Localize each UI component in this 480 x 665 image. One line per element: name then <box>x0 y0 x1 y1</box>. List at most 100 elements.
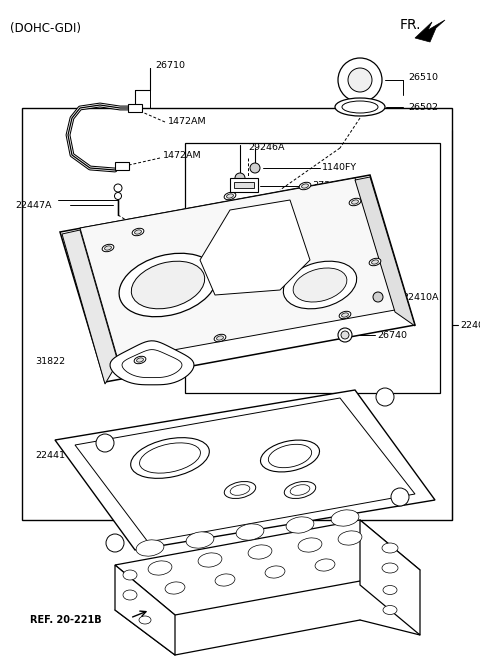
Ellipse shape <box>293 268 347 302</box>
Bar <box>115 162 129 170</box>
Circle shape <box>106 534 124 552</box>
Ellipse shape <box>338 531 362 545</box>
Ellipse shape <box>301 184 309 188</box>
Ellipse shape <box>215 574 235 586</box>
Polygon shape <box>75 398 415 542</box>
Ellipse shape <box>148 561 172 575</box>
Ellipse shape <box>227 194 233 198</box>
Ellipse shape <box>214 334 226 342</box>
Ellipse shape <box>236 524 264 540</box>
Circle shape <box>341 331 349 339</box>
Circle shape <box>348 68 372 92</box>
Text: 22441: 22441 <box>35 450 65 460</box>
Circle shape <box>391 488 409 506</box>
Text: 26510: 26510 <box>408 74 438 82</box>
Polygon shape <box>360 520 420 635</box>
Polygon shape <box>115 565 175 655</box>
Text: 26502: 26502 <box>408 102 438 112</box>
Ellipse shape <box>331 510 359 526</box>
Text: 31822: 31822 <box>35 358 65 366</box>
Polygon shape <box>355 177 415 326</box>
Ellipse shape <box>382 563 398 573</box>
Ellipse shape <box>261 440 320 472</box>
Ellipse shape <box>136 540 164 556</box>
Ellipse shape <box>139 616 151 624</box>
Circle shape <box>115 192 121 199</box>
Ellipse shape <box>230 485 250 495</box>
Ellipse shape <box>224 192 236 199</box>
Ellipse shape <box>382 543 398 553</box>
Ellipse shape <box>339 311 351 319</box>
Ellipse shape <box>216 336 223 340</box>
Ellipse shape <box>298 538 322 552</box>
Polygon shape <box>80 178 395 360</box>
Ellipse shape <box>248 545 272 559</box>
Ellipse shape <box>119 253 217 317</box>
Ellipse shape <box>224 481 256 499</box>
Ellipse shape <box>349 198 361 205</box>
Circle shape <box>376 388 394 406</box>
Circle shape <box>338 58 382 102</box>
Polygon shape <box>62 230 118 384</box>
Ellipse shape <box>123 570 137 580</box>
Ellipse shape <box>186 532 214 548</box>
Text: FR.: FR. <box>400 18 421 32</box>
Ellipse shape <box>140 443 201 473</box>
Ellipse shape <box>369 258 381 266</box>
Text: 22400A: 22400A <box>460 321 480 329</box>
Ellipse shape <box>137 358 144 362</box>
Ellipse shape <box>283 261 357 309</box>
Circle shape <box>114 184 122 192</box>
Text: 1140FY: 1140FY <box>322 164 357 172</box>
Ellipse shape <box>372 260 378 264</box>
Bar <box>185 143 440 393</box>
Bar <box>22 108 452 520</box>
Circle shape <box>250 163 260 173</box>
Ellipse shape <box>165 582 185 594</box>
Ellipse shape <box>290 485 310 495</box>
Ellipse shape <box>315 559 335 571</box>
Text: 1472AM: 1472AM <box>163 152 202 160</box>
Text: 37369: 37369 <box>312 182 342 190</box>
Ellipse shape <box>383 585 397 595</box>
Ellipse shape <box>134 356 146 364</box>
Ellipse shape <box>383 606 397 614</box>
Circle shape <box>373 292 383 302</box>
Ellipse shape <box>335 98 385 116</box>
Ellipse shape <box>198 553 222 567</box>
Polygon shape <box>60 175 415 382</box>
Text: (DOHC-GDI): (DOHC-GDI) <box>10 22 81 35</box>
Ellipse shape <box>102 244 114 252</box>
Ellipse shape <box>286 517 314 533</box>
Circle shape <box>235 173 245 183</box>
Bar <box>234 182 254 188</box>
Ellipse shape <box>131 438 209 478</box>
Text: 22447A: 22447A <box>15 201 51 209</box>
Bar <box>230 178 258 192</box>
Polygon shape <box>200 200 310 295</box>
Ellipse shape <box>342 313 348 317</box>
Polygon shape <box>115 520 420 615</box>
Text: 26710: 26710 <box>155 61 185 70</box>
Bar <box>128 104 142 112</box>
Polygon shape <box>110 341 194 385</box>
Ellipse shape <box>132 228 144 235</box>
Circle shape <box>96 434 114 452</box>
Ellipse shape <box>268 444 312 467</box>
Polygon shape <box>55 390 435 550</box>
Circle shape <box>338 328 352 342</box>
Text: 1472AM: 1472AM <box>168 118 206 126</box>
Ellipse shape <box>284 481 316 499</box>
Polygon shape <box>415 20 445 42</box>
Ellipse shape <box>134 230 142 234</box>
Ellipse shape <box>299 182 311 190</box>
Text: REF. 20-221B: REF. 20-221B <box>30 615 102 625</box>
Text: 26740: 26740 <box>377 331 407 340</box>
Polygon shape <box>122 350 182 378</box>
Ellipse shape <box>123 590 137 600</box>
Ellipse shape <box>342 101 378 113</box>
Text: 22410A: 22410A <box>402 293 439 301</box>
Ellipse shape <box>351 200 359 204</box>
Text: 29246A: 29246A <box>248 144 285 152</box>
Ellipse shape <box>105 246 111 250</box>
